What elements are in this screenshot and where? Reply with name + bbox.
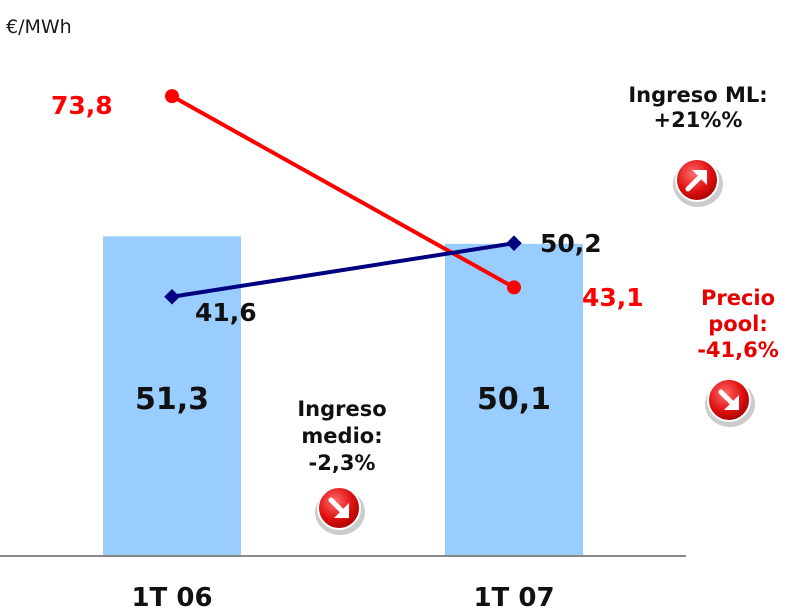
- category-label-1t07: 1T 07: [473, 583, 554, 612]
- point-navy-1t07: [506, 235, 522, 251]
- bar-label-1t06: 51,3: [135, 382, 209, 417]
- point-label-red-1t06: 73,8: [51, 91, 113, 120]
- bar-1t07: [445, 243, 583, 556]
- trend-down-icon: [315, 486, 365, 535]
- line-series-navy: [171, 241, 515, 299]
- line-series-red: [171, 94, 515, 290]
- annotation-ingreso-medio-line1: Ingreso: [297, 397, 386, 421]
- unit-label: €/MWh: [6, 16, 72, 38]
- annotation-precio-pool-line1: Precio: [701, 286, 775, 310]
- point-label-red-1t07: 43,1: [582, 283, 644, 312]
- bar-label-1t07: 50,1: [477, 382, 551, 417]
- trend-down-icon: [705, 378, 755, 427]
- annotation-precio-pool: Precio pool: -41,6%: [697, 286, 779, 362]
- annotation-ingreso-medio-line2: medio:: [301, 424, 382, 448]
- point-label-navy-1t07: 50,2: [540, 229, 602, 258]
- annotation-ingreso-ml-line2: +21%%: [654, 108, 743, 132]
- category-label-1t06: 1T 06: [131, 583, 212, 612]
- annotation-precio-pool-line2: pool:: [708, 312, 767, 336]
- annotation-ingreso-medio: Ingreso medio: -2,3%: [297, 397, 386, 475]
- annotation-ingreso-medio-line3: -2,3%: [309, 451, 376, 475]
- annotation-ingreso-ml: Ingreso ML: +21%%: [628, 83, 767, 132]
- point-red-1t06: [165, 89, 179, 104]
- point-navy-1t06: [164, 289, 180, 305]
- point-label-navy-1t06: 41,6: [195, 298, 257, 327]
- point-red-1t07: [507, 280, 521, 295]
- annotation-precio-pool-line3: -41,6%: [697, 338, 779, 362]
- trend-up-icon: [673, 158, 723, 207]
- series-markers: [164, 89, 522, 305]
- annotation-ingreso-ml-line1: Ingreso ML:: [628, 83, 767, 107]
- series-lines: [171, 94, 515, 299]
